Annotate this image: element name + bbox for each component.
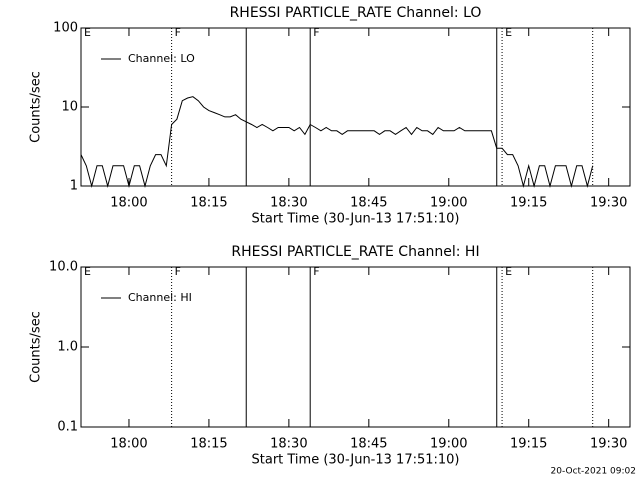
flag-label: F — [313, 26, 319, 39]
x-tick-label: 18:00 — [110, 196, 147, 211]
x-tick-label: 18:30 — [270, 437, 307, 452]
x-tick-label: 19:15 — [510, 437, 547, 452]
data-line — [80, 96, 594, 188]
x-axis-label: Start Time (30-Jun-13 17:51:10) — [252, 453, 460, 468]
y-axis-label: Counts/sec — [29, 311, 44, 383]
x-tick-label: 18:45 — [350, 437, 387, 452]
x-tick-label: 18:30 — [270, 196, 307, 211]
chart-title: RHESSI PARTICLE_RATE Channel: HI — [231, 244, 479, 260]
flag-label: E — [84, 26, 91, 39]
y-tick-label: 1.0 — [57, 340, 78, 355]
legend-label: Channel: HI — [128, 291, 192, 304]
legend-label: Channel: LO — [128, 52, 195, 65]
chart-title: RHESSI PARTICLE_RATE Channel: LO — [230, 5, 482, 21]
y-tick-label: 1 — [70, 179, 78, 194]
y-axis-label: Counts/sec — [29, 71, 44, 143]
flag-label: F — [175, 265, 181, 278]
x-tick-label: 19:00 — [430, 196, 467, 211]
footer: 20-Oct-2021 09:02 — [551, 467, 636, 477]
y-tick-label: 10.0 — [49, 260, 78, 275]
x-tick-label: 18:15 — [190, 196, 227, 211]
plot-frame — [80, 27, 631, 187]
x-tick-label: 19:00 — [430, 437, 467, 452]
flag-label: F — [175, 26, 181, 39]
flag-label: E — [505, 26, 512, 39]
x-tick-label: 19:30 — [590, 196, 627, 211]
x-tick-label: 18:15 — [190, 437, 227, 452]
flag-label: F — [313, 265, 319, 278]
x-tick-label: 19:15 — [510, 196, 547, 211]
y-tick-label: 0.1 — [57, 420, 78, 435]
flag-label: E — [84, 265, 91, 278]
y-tick-label: 100 — [53, 21, 78, 36]
x-tick-label: 18:00 — [110, 437, 147, 452]
plot-frame — [80, 266, 631, 428]
x-tick-label: 19:30 — [590, 437, 627, 452]
x-tick-label: 18:45 — [350, 196, 387, 211]
flag-label: E — [505, 265, 512, 278]
x-axis-label: Start Time (30-Jun-13 17:51:10) — [252, 212, 460, 227]
y-tick-label: 10 — [61, 100, 78, 115]
